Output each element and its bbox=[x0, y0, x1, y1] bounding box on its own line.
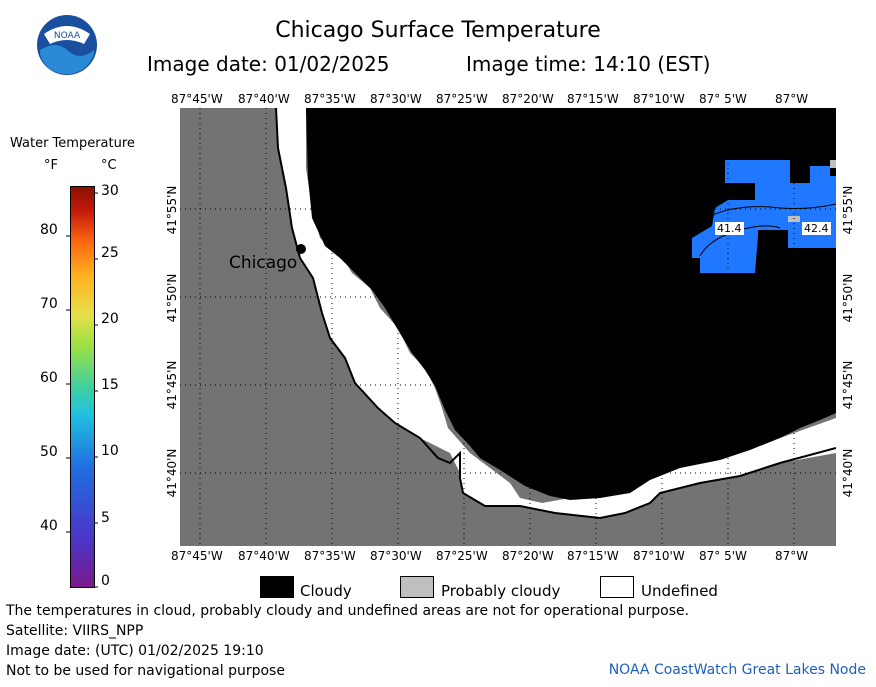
lat-label-left: 41°40'N bbox=[165, 448, 179, 498]
chicago-marker bbox=[296, 244, 306, 254]
water-temperature-area bbox=[692, 160, 836, 273]
lon-label-bottom: 87° 5'W bbox=[699, 549, 747, 563]
legend-label-probably-cloudy: Probably cloudy bbox=[441, 582, 561, 600]
lon-label-top: 87° 5'W bbox=[699, 92, 747, 106]
legend-swatch-cloudy bbox=[260, 576, 294, 598]
page-title: Chicago Surface Temperature bbox=[275, 18, 601, 43]
lon-label-bottom: 87°45'W bbox=[171, 549, 223, 563]
colorbar-c-tick: 5 bbox=[101, 510, 110, 526]
colorbar bbox=[70, 186, 95, 588]
legend-label-cloudy: Cloudy bbox=[300, 582, 352, 600]
contour-line bbox=[709, 203, 836, 217]
lat-label-right: 41°50'N bbox=[841, 273, 855, 323]
lat-label-right: 41°40'N bbox=[841, 448, 855, 498]
lon-label-bottom: 87°25'W bbox=[436, 549, 488, 563]
probably-cloudy-area bbox=[788, 216, 800, 222]
noaa-logo: NOAA bbox=[36, 14, 98, 76]
colorbar-ticks bbox=[66, 192, 98, 588]
footer-disclaimer: The temperatures in cloud, probably clou… bbox=[6, 603, 690, 619]
lon-label-top: 87°40'W bbox=[238, 92, 290, 106]
lon-label-top: 87°45'W bbox=[171, 92, 223, 106]
lon-label-bottom: 87°10'W bbox=[633, 549, 685, 563]
lon-label-bottom: 87°15'W bbox=[567, 549, 619, 563]
lon-label-top: 87°35'W bbox=[304, 92, 356, 106]
colorbar-f-tick: 50 bbox=[40, 444, 58, 460]
footer-credit: NOAA CoastWatch Great Lakes Node bbox=[608, 662, 866, 678]
footer-satellite: Satellite: VIIRS_NPP bbox=[6, 623, 144, 639]
colorbar-unit-c: °C bbox=[101, 158, 117, 173]
colorbar-c-tick: 25 bbox=[101, 245, 119, 261]
probably-cloudy-area bbox=[830, 160, 836, 168]
lon-label-top: 87°10'W bbox=[633, 92, 685, 106]
lon-label-bottom: 87°35'W bbox=[304, 549, 356, 563]
coastline bbox=[275, 108, 836, 520]
lat-label-left: 41°45'N bbox=[165, 360, 179, 410]
colorbar-f-tick: 40 bbox=[40, 518, 58, 534]
lon-label-bottom: 87°W bbox=[775, 549, 809, 563]
lon-label-top: 87°30'W bbox=[370, 92, 422, 106]
legend-label-undefined: Undefined bbox=[641, 582, 718, 600]
footer-utc-date: Image date: (UTC) 01/02/2025 19:10 bbox=[6, 643, 264, 659]
contour-label: 41.4 bbox=[715, 222, 744, 235]
image-time: Image time: 14:10 (EST) bbox=[466, 52, 711, 76]
sst-map bbox=[180, 108, 836, 546]
undefined-area bbox=[276, 108, 836, 518]
lon-label-top: 87°20'W bbox=[502, 92, 554, 106]
colorbar-c-tick: 20 bbox=[101, 311, 119, 327]
noaa-logo-text: NOAA bbox=[54, 31, 81, 41]
colorbar-c-tick: 15 bbox=[101, 377, 119, 393]
colorbar-c-tick: 30 bbox=[101, 183, 119, 199]
city-label-chicago: Chicago bbox=[229, 253, 298, 273]
colorbar-f-tick: 80 bbox=[40, 222, 58, 238]
lon-label-bottom: 87°40'W bbox=[238, 549, 290, 563]
colorbar-c-tick: 0 bbox=[101, 573, 110, 589]
lon-label-top: 87°W bbox=[775, 92, 809, 106]
lon-label-bottom: 87°20'W bbox=[502, 549, 554, 563]
legend-swatch-undefined bbox=[600, 576, 634, 598]
water-temperature-area bbox=[820, 176, 836, 198]
cloudy-area bbox=[306, 108, 836, 500]
lon-label-top: 87°25'W bbox=[436, 92, 488, 106]
colorbar-f-tick: 70 bbox=[40, 296, 58, 312]
footer-navigation-note: Not to be used for navigational purpose bbox=[6, 663, 285, 679]
lon-label-top: 87°15'W bbox=[567, 92, 619, 106]
lon-label-bottom: 87°30'W bbox=[370, 549, 422, 563]
graticule bbox=[180, 108, 836, 546]
image-date: Image date: 01/02/2025 bbox=[147, 52, 390, 76]
colorbar-f-tick: 60 bbox=[40, 370, 58, 386]
colorbar-title: Water Temperature bbox=[10, 136, 135, 151]
lat-label-left: 41°55'N bbox=[165, 185, 179, 235]
lat-label-right: 41°55'N bbox=[841, 185, 855, 235]
colorbar-unit-f: °F bbox=[44, 158, 58, 173]
lat-label-right: 41°45'N bbox=[841, 360, 855, 410]
legend-swatch-probably-cloudy bbox=[400, 576, 434, 598]
lat-label-left: 41°50'N bbox=[165, 273, 179, 323]
colorbar-c-tick: 10 bbox=[101, 443, 119, 459]
contour-label: 42.4 bbox=[802, 222, 831, 235]
